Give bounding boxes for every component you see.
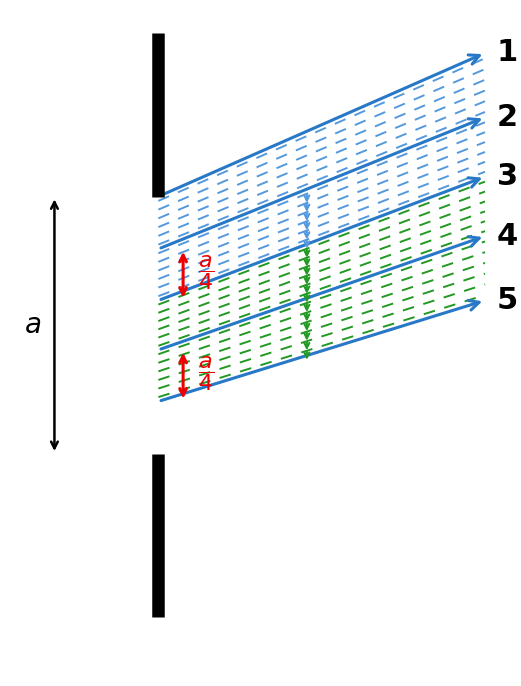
Text: 5: 5 [497, 286, 518, 315]
Text: $\dfrac{a}{4}$: $\dfrac{a}{4}$ [198, 354, 214, 393]
Text: 1: 1 [497, 38, 518, 67]
Text: $a$: $a$ [24, 311, 41, 339]
Text: 3: 3 [497, 162, 518, 191]
Text: 4: 4 [497, 222, 518, 250]
Text: $\dfrac{a}{4}$: $\dfrac{a}{4}$ [198, 253, 214, 292]
Text: 2: 2 [497, 103, 518, 132]
